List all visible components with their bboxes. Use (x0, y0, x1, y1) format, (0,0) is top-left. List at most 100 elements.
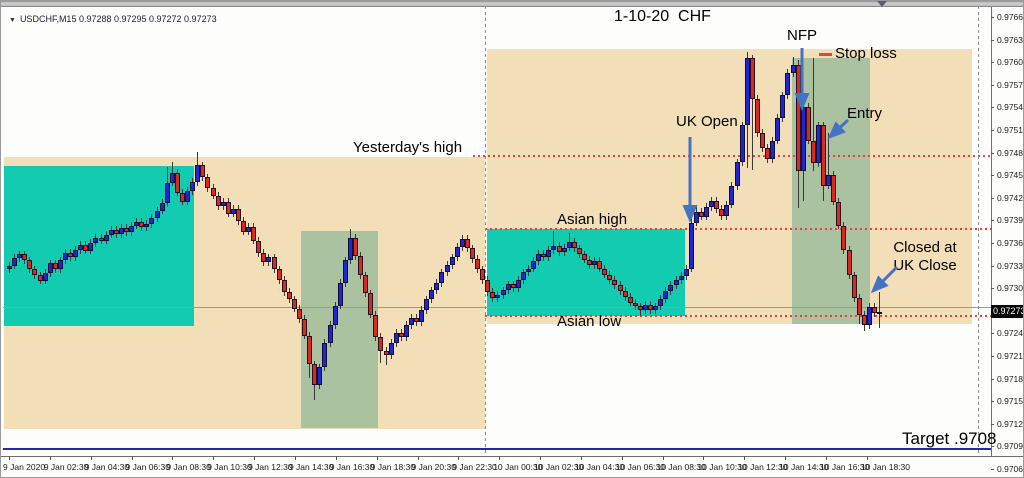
time-tick (458, 456, 460, 460)
candle (562, 247, 567, 253)
candle (414, 317, 419, 323)
candle (511, 284, 516, 289)
candle (373, 314, 378, 338)
candle (465, 239, 470, 249)
time-tick (49, 456, 51, 460)
candle (236, 209, 241, 222)
price-axis-label: 0.97245 (997, 328, 1023, 339)
price-axis-label: 0.97155 (997, 396, 1023, 407)
time-axis-label: 9 Jan 2020 (3, 462, 46, 472)
candle (429, 290, 434, 300)
candle (165, 182, 170, 204)
time-tick (9, 456, 10, 460)
candle (811, 140, 816, 164)
candle (745, 58, 750, 126)
candle (307, 335, 312, 365)
price-axis-label: 0.97455 (997, 170, 1023, 181)
price-axis-label: 0.97515 (997, 125, 1023, 135)
label-entry: Entry (847, 105, 883, 122)
hline-yesterdays-high-line (473, 155, 991, 157)
candle (582, 254, 587, 260)
time-axis-label: 9 Jan 12:30 (248, 462, 293, 472)
candle (785, 72, 790, 96)
chart-scrollbar[interactable] (1, 1, 1023, 7)
candle (211, 188, 216, 196)
time-axis-label: 9 Jan 10:30 (207, 462, 252, 472)
candle (729, 185, 734, 205)
candle (68, 252, 73, 258)
candle (836, 201, 841, 226)
candle (501, 290, 506, 295)
symbol-info: ▼ USDCHF,M15 0.97288 0.97295 0.97272 0.97… (9, 14, 217, 24)
candle (170, 172, 175, 183)
zone-asian-session (487, 229, 685, 316)
candle (12, 258, 17, 266)
candle (73, 249, 78, 258)
candle (180, 192, 185, 202)
candle (857, 297, 862, 315)
stop-loss-dash (819, 53, 832, 56)
candle (847, 249, 852, 276)
candle (246, 227, 251, 232)
candle (287, 291, 292, 300)
candle (653, 306, 658, 311)
candle-wick (813, 57, 814, 171)
time-axis[interactable] (1, 456, 1023, 477)
candle (536, 253, 541, 262)
candle (597, 261, 602, 269)
time-tick (499, 456, 501, 460)
symbol-label: USDCHF,M15 (19, 14, 77, 24)
candle (719, 209, 724, 216)
price-axis-label: 0.97065 (997, 464, 1023, 474)
candle (872, 307, 877, 314)
candle (368, 293, 373, 315)
candle (297, 308, 302, 320)
time-tick (254, 456, 256, 460)
price-tick (991, 152, 994, 154)
candle (272, 257, 277, 270)
candle (495, 294, 500, 298)
candle (862, 314, 867, 326)
price-tick (991, 17, 994, 18)
candle (99, 237, 104, 241)
candle (277, 269, 282, 280)
price-tick (991, 288, 994, 290)
candle (312, 364, 317, 386)
price-axis-label: 0.97365 (997, 238, 1023, 248)
candle (516, 279, 521, 289)
candle (292, 299, 297, 309)
price-axis-label: 0.97215 (997, 351, 1023, 361)
candle (490, 291, 495, 298)
label-target: Target .9708 (902, 429, 997, 448)
time-axis-label: 9 Jan 04:30 (84, 462, 130, 472)
time-axis-label: 10 Jan 02:30 (534, 462, 584, 472)
candle (648, 304, 653, 311)
candle (806, 106, 811, 141)
candle (216, 195, 221, 207)
candle (638, 306, 643, 311)
time-tick (540, 456, 542, 460)
chart-shift-marker-icon[interactable] (877, 1, 887, 7)
candle (58, 260, 63, 270)
candle (149, 218, 154, 225)
price-tick (991, 356, 994, 357)
symbol-dropdown-icon[interactable]: ▼ (9, 17, 16, 24)
candle (450, 257, 455, 265)
chart-title: 1-10-20 CHF (614, 8, 711, 25)
candle (475, 258, 480, 270)
price-axis[interactable] (991, 6, 1023, 456)
candle (38, 275, 43, 281)
candle (658, 298, 663, 307)
price-axis-label: 0.97185 (997, 373, 1023, 384)
time-axis-label: 9 Jan 16:30 (329, 462, 375, 472)
price-axis-label: 0.97395 (997, 215, 1023, 226)
price-tick (991, 423, 994, 425)
candle (221, 201, 226, 207)
candle (531, 261, 536, 269)
time-tick (785, 456, 787, 460)
candle (841, 225, 846, 250)
candle (322, 343, 327, 368)
candle (714, 200, 719, 210)
candle (612, 279, 617, 286)
